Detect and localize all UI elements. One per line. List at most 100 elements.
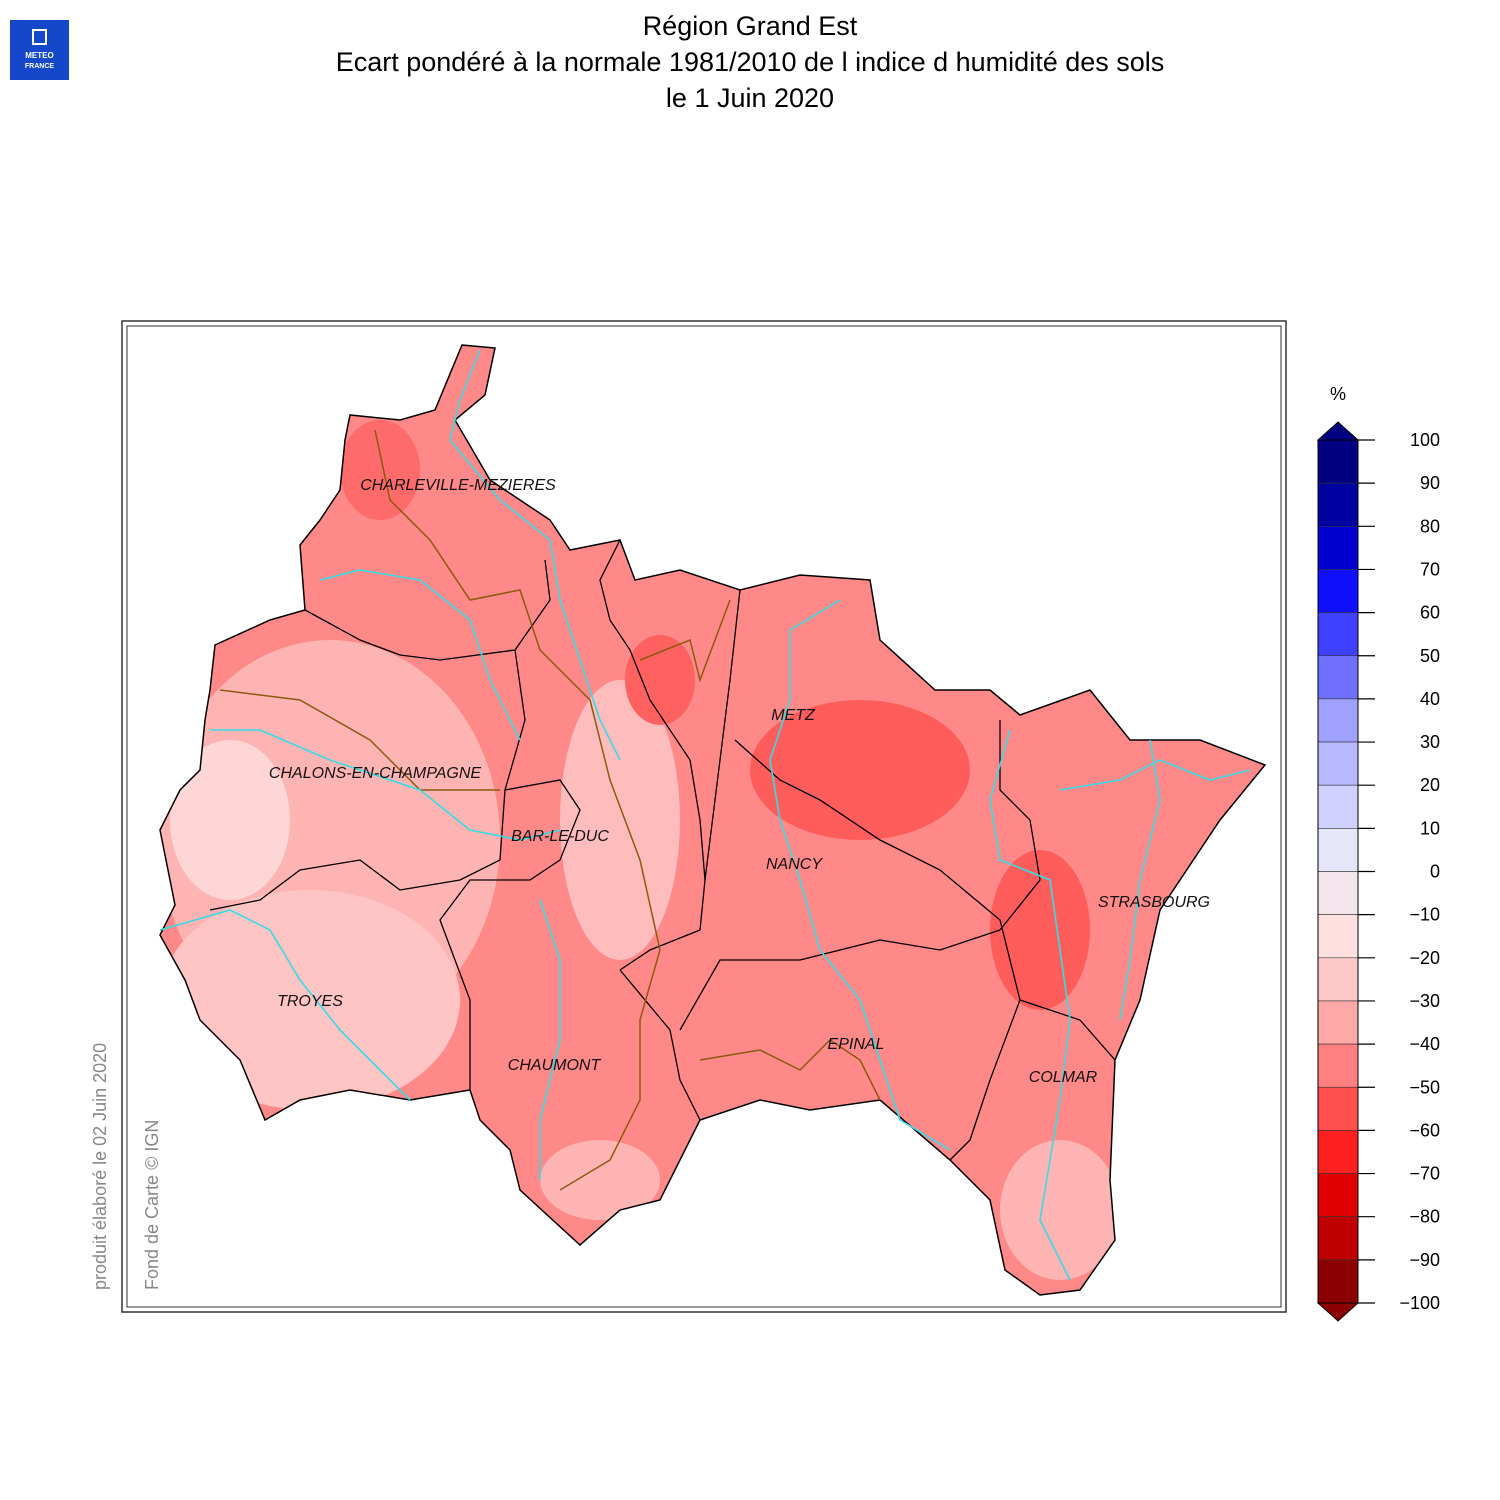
tick-label: −40 <box>1409 1034 1440 1054</box>
tick-label: −100 <box>1399 1293 1440 1313</box>
title: Région Grand Est <box>643 11 858 41</box>
tick-label: 40 <box>1420 689 1440 709</box>
city-label: EPINAL <box>828 1036 885 1053</box>
tick-label: −20 <box>1409 948 1440 968</box>
map-area <box>625 635 695 725</box>
logo-text: FRANCE <box>25 63 54 70</box>
color-bin <box>1317 482 1359 527</box>
border <box>679 929 1001 1031</box>
tick-label: 90 <box>1420 473 1440 493</box>
legend: % 1009080706050403020100−10−20−30−40−50−… <box>1316 384 1440 1322</box>
border <box>1019 999 1116 1061</box>
river <box>210 729 561 841</box>
city-label: TROYES <box>277 993 343 1010</box>
tick-label: 10 <box>1420 818 1440 838</box>
color-bin <box>1317 957 1359 1002</box>
color-bin <box>1317 828 1359 872</box>
legend-unit: % <box>1330 384 1346 404</box>
city-label: COLMAR <box>1029 1069 1098 1086</box>
color-bin <box>1317 612 1359 657</box>
tick-label: 0 <box>1430 862 1440 882</box>
city-label: CHAUMONT <box>508 1057 602 1074</box>
basin-borders <box>219 429 881 1191</box>
color-bin <box>1317 1173 1359 1218</box>
color-bin <box>1317 1086 1359 1131</box>
color-bin <box>1317 655 1359 700</box>
border <box>599 539 706 971</box>
border <box>704 589 741 881</box>
color-bin <box>1317 1259 1359 1304</box>
department-borders <box>209 539 1116 1161</box>
river <box>159 909 411 1101</box>
map-area <box>340 420 420 520</box>
logo-text: METEO <box>25 51 53 60</box>
rivers <box>159 349 1251 1281</box>
color-bin <box>1317 1130 1359 1174</box>
tick-label: −60 <box>1409 1120 1440 1140</box>
river <box>989 729 1071 1281</box>
tick-label: −90 <box>1409 1250 1440 1270</box>
tick-label: −70 <box>1409 1164 1440 1184</box>
tick-label: 80 <box>1420 516 1440 536</box>
logo-icon <box>32 29 47 45</box>
color-bin <box>1317 1043 1359 1088</box>
river <box>1059 759 1251 791</box>
title: Ecart pondéré à la normale 1981/2010 de … <box>336 47 1165 77</box>
tick-label: −80 <box>1409 1207 1440 1227</box>
tick-label: 30 <box>1420 732 1440 752</box>
color-bin <box>1317 525 1359 570</box>
border <box>949 999 1021 1161</box>
basin-border <box>374 429 661 1191</box>
river <box>1119 739 1161 1021</box>
color-bin <box>1317 784 1359 829</box>
river <box>449 349 621 761</box>
map-area <box>750 700 970 840</box>
basin-border <box>219 689 500 791</box>
city-label: CHALONS-EN-CHAMPAGNE <box>269 765 482 782</box>
river <box>769 599 951 1151</box>
basin-border <box>639 599 731 683</box>
map-area <box>170 740 290 900</box>
border <box>209 649 526 911</box>
river <box>539 899 561 1180</box>
tick-label: 100 <box>1410 430 1440 450</box>
color-bin <box>1317 1216 1359 1261</box>
map-area <box>540 1140 660 1220</box>
river <box>319 569 521 741</box>
color-bin <box>1317 569 1359 613</box>
color-bin <box>1317 439 1359 484</box>
city-label: METZ <box>771 707 816 724</box>
border <box>304 559 551 661</box>
border <box>439 779 581 1090</box>
map-frame <box>126 325 1282 1308</box>
tick-label: −50 <box>1409 1077 1440 1097</box>
production-note: produit élaboré le 02 Juin 2020 <box>90 1043 110 1290</box>
tick-label: −10 <box>1409 905 1440 925</box>
map-frame <box>121 320 1287 1313</box>
tick-label: 20 <box>1420 775 1440 795</box>
city-label: CHARLEVILLE-MEZIERES <box>360 477 556 494</box>
map-area <box>560 680 680 960</box>
color-bin <box>1317 914 1359 959</box>
basemap-credit: Fond de Carte © IGN <box>142 1120 162 1290</box>
city-label: BAR-LE-DUC <box>511 828 609 845</box>
tick-label: 60 <box>1420 603 1440 623</box>
map-area <box>990 850 1090 1010</box>
tick-label: −30 <box>1409 991 1440 1011</box>
color-bin <box>1317 741 1359 786</box>
map-area <box>1000 1140 1120 1280</box>
city-labels: CHARLEVILLE-MEZIERES METZ CHALONS-EN-CHAMP… <box>269 477 1210 1086</box>
color-bin <box>1317 1000 1359 1045</box>
basin-border <box>699 1039 881 1101</box>
color-bin <box>1317 871 1359 915</box>
title: le 1 Juin 2020 <box>666 83 834 113</box>
legend-arrow-bottom <box>1316 1302 1360 1322</box>
city-label: STRASBOURG <box>1098 894 1210 911</box>
border <box>734 739 1021 1001</box>
city-label: NANCY <box>766 856 823 873</box>
legend-arrow-top <box>1316 421 1360 441</box>
tick-label: 50 <box>1420 646 1440 666</box>
tick-label: 70 <box>1420 559 1440 579</box>
